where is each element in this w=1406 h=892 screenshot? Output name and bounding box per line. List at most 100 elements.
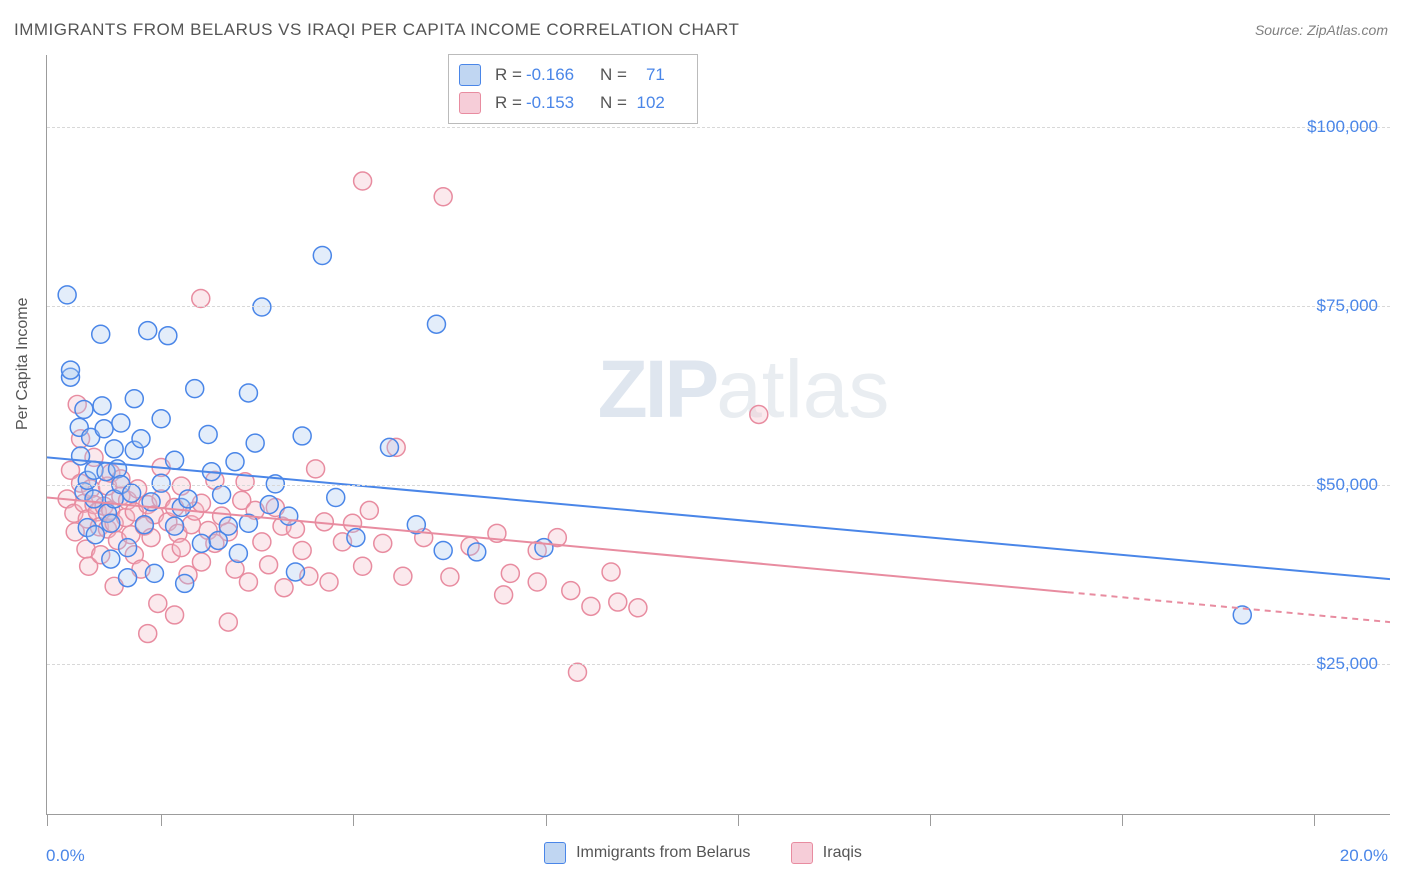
legend-r-label: R = (495, 93, 522, 113)
point-belarus (85, 490, 103, 508)
point-belarus (286, 563, 304, 581)
point-belarus (179, 490, 197, 508)
point-belarus (176, 574, 194, 592)
point-belarus (199, 426, 217, 444)
gridline (47, 485, 1390, 486)
point-iraqi (750, 405, 768, 423)
point-iraqi (354, 557, 372, 575)
legend-item-belarus: Immigrants from Belarus (544, 842, 750, 864)
point-iraqi (166, 606, 184, 624)
point-iraqi (320, 573, 338, 591)
point-belarus (434, 542, 452, 560)
point-iraqi (172, 539, 190, 557)
legend-n-label: N = (600, 65, 627, 85)
point-iraqi (307, 460, 325, 478)
point-belarus (192, 534, 210, 552)
point-iraqi (219, 613, 237, 631)
point-iraqi (609, 593, 627, 611)
legend-label-belarus: Immigrants from Belarus (576, 844, 750, 862)
point-belarus (132, 430, 150, 448)
source-label: Source: ZipAtlas.com (1255, 22, 1388, 38)
legend-r-value-belarus: -0.166 (526, 65, 582, 85)
point-belarus (166, 451, 184, 469)
point-belarus (145, 564, 163, 582)
point-iraqi (360, 501, 378, 519)
point-belarus (105, 440, 123, 458)
point-iraqi (602, 563, 620, 581)
point-belarus (468, 543, 486, 561)
point-iraqi (192, 289, 210, 307)
legend-r-label: R = (495, 65, 522, 85)
y-tick-label: $50,000 (1317, 475, 1378, 495)
point-belarus (229, 544, 247, 562)
point-belarus (102, 514, 120, 532)
point-iraqi (192, 553, 210, 571)
y-tick-label: $75,000 (1317, 296, 1378, 316)
point-belarus (93, 397, 111, 415)
point-belarus (293, 427, 311, 445)
point-iraqi (293, 542, 311, 560)
point-belarus (159, 327, 177, 345)
correlation-legend: R = -0.166 N = 71 R = -0.153 N = 102 (448, 54, 698, 124)
point-belarus (119, 539, 137, 557)
point-iraqi (501, 564, 519, 582)
point-belarus (226, 453, 244, 471)
point-belarus (347, 529, 365, 547)
point-iraqi (434, 188, 452, 206)
point-belarus (86, 526, 104, 544)
point-belarus (280, 507, 298, 525)
point-belarus (139, 322, 157, 340)
point-iraqi (139, 625, 157, 643)
scatter-svg (47, 55, 1390, 814)
point-iraqi (394, 567, 412, 585)
point-iraqi (354, 172, 372, 190)
point-belarus (72, 447, 90, 465)
point-iraqi (528, 573, 546, 591)
point-belarus (246, 434, 264, 452)
legend-n-value-iraqi: 102 (631, 93, 665, 113)
legend-row-iraqi: R = -0.153 N = 102 (459, 89, 683, 117)
chart-plot-area: ZIPatlas $25,000$50,000$75,000$100,000 (46, 55, 1390, 815)
point-belarus (123, 484, 141, 502)
legend-n-label: N = (600, 93, 627, 113)
point-iraqi (441, 568, 459, 586)
point-belarus (152, 410, 170, 428)
legend-swatch-belarus (459, 64, 481, 86)
legend-item-iraqi: Iraqis (791, 842, 862, 864)
legend-label-iraqi: Iraqis (823, 844, 862, 862)
point-iraqi (562, 582, 580, 600)
point-belarus (119, 569, 137, 587)
chart-title: IMMIGRANTS FROM BELARUS VS IRAQI PER CAP… (14, 20, 739, 40)
gridline (47, 127, 1390, 128)
point-belarus (112, 414, 130, 432)
point-belarus (95, 420, 113, 438)
point-belarus (427, 315, 445, 333)
point-belarus (239, 384, 257, 402)
point-belarus (260, 496, 278, 514)
point-belarus (253, 298, 271, 316)
point-iraqi (253, 533, 271, 551)
legend-swatch-iraqi (459, 92, 481, 114)
y-tick-label: $25,000 (1317, 654, 1378, 674)
point-belarus (102, 550, 120, 568)
legend-row-belarus: R = -0.166 N = 71 (459, 61, 683, 89)
point-belarus (92, 325, 110, 343)
swatch-belarus (544, 842, 566, 864)
point-iraqi (629, 599, 647, 617)
series-legend: Immigrants from Belarus Iraqis (0, 842, 1406, 869)
gridline (47, 306, 1390, 307)
point-belarus (380, 438, 398, 456)
x-tick (353, 814, 354, 826)
x-tick (47, 814, 48, 826)
point-belarus (75, 400, 93, 418)
point-belarus (313, 247, 331, 265)
point-belarus (327, 489, 345, 507)
regression-line-dash-iraqi (1068, 592, 1390, 622)
legend-r-value-iraqi: -0.153 (526, 93, 582, 113)
point-belarus (166, 517, 184, 535)
point-belarus (58, 286, 76, 304)
point-belarus (213, 486, 231, 504)
point-belarus (62, 361, 80, 379)
point-belarus (135, 516, 153, 534)
x-tick (161, 814, 162, 826)
